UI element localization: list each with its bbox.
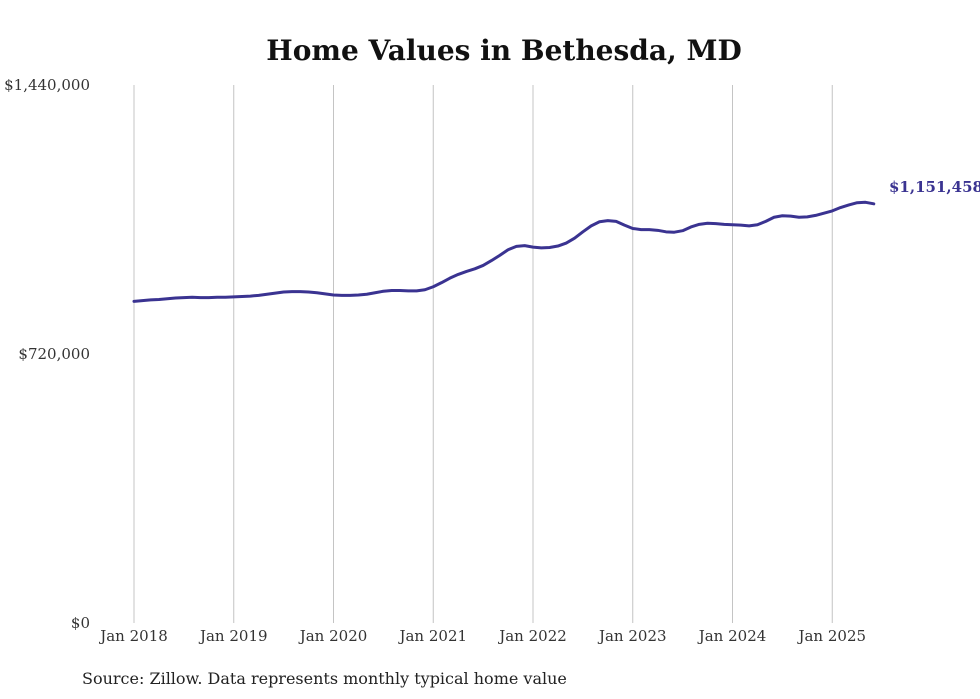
x-tick-label: Jan 2023 xyxy=(597,627,667,645)
x-tick-label: Jan 2024 xyxy=(697,627,767,645)
y-tick-label: $1,440,000 xyxy=(4,76,90,94)
x-tick-label: Jan 2019 xyxy=(198,627,268,645)
source-note: Source: Zillow. Data represents monthly … xyxy=(82,669,567,688)
x-tick-label: Jan 2022 xyxy=(497,627,567,645)
x-tick-label: Jan 2020 xyxy=(298,627,368,645)
chart-title: Home Values in Bethesda, MD xyxy=(266,34,742,67)
series-line xyxy=(132,200,876,303)
x-tick-label: Jan 2021 xyxy=(397,627,467,645)
x-axis-ticks: Jan 2018 Jan 2019 Jan 2020 Jan 2021 Jan 2022… xyxy=(98,627,866,645)
grid-lines xyxy=(133,85,833,623)
y-tick-label: $720,000 xyxy=(18,345,90,363)
x-tick-label: Jan 2018 xyxy=(98,627,168,645)
last-value-label: $1,151,458 xyxy=(889,178,980,196)
y-axis-ticks: $0 $720,000 $1,440,000 xyxy=(4,76,90,632)
x-tick-label: Jan 2025 xyxy=(796,627,866,645)
y-tick-label: $0 xyxy=(71,614,90,632)
